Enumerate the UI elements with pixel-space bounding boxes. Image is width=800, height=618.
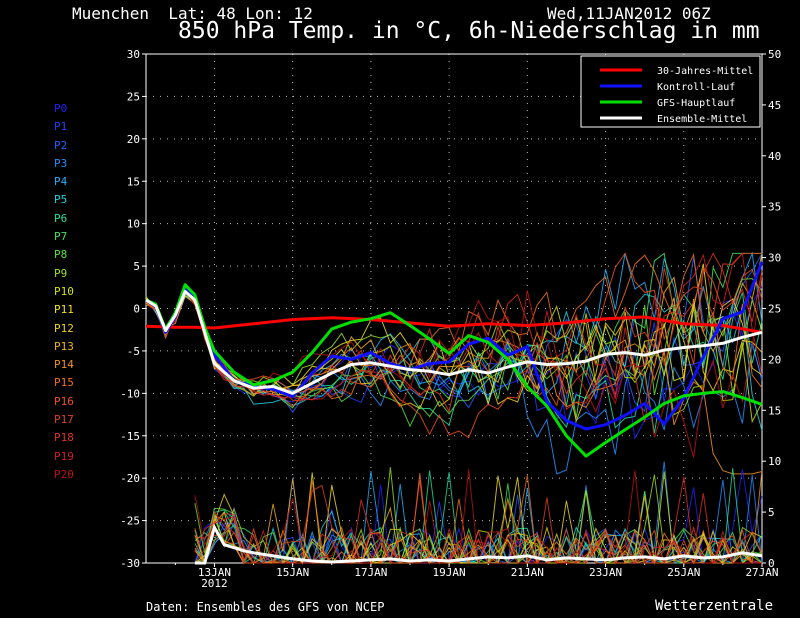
y-tick-label-right: 20 [768,353,781,366]
member-label-p13: P13 [54,339,74,353]
y-tick-label-left: -5 [127,345,140,358]
y-tick-label-right: 40 [768,150,781,163]
legend-label: Kontroll-Lauf [657,82,735,93]
legend-label: 30-Jahres-Mittel [657,66,753,77]
x-tick-label: 23JAN [589,566,622,579]
y-tick-label-left: 30 [127,48,140,61]
member-label-p1: P1 [54,120,68,134]
y-axis-left: 30 25 20 15 10 5 0 -5 -10 -15 -20 -25 -30 [120,48,146,570]
member-label-p10: P10 [54,284,74,298]
member-label-p3: P3 [54,156,68,170]
precip-line-p20 [194,469,762,565]
member-list: P0 P1 P2 P3 P4 P5 P6 P7 P8 P9 P10 P11 P12 P13 P14 P15 P1… [54,100,74,484]
member-label-p4: P4 [54,175,68,189]
member-label-p5: P5 [54,193,68,207]
y-tick-label-right: 10 [768,455,781,468]
legend-label: Ensemble-Mittel [657,114,747,125]
member-label-p12: P12 [54,321,74,335]
precip-line-p14 [194,469,763,565]
precip-line-p19 [194,511,762,565]
member-label-p15: P15 [54,376,74,390]
y-tick-label-right: 15 [768,404,781,417]
x-tick-label: 25JAN [667,566,700,579]
y-tick-label-right: 50 [768,48,781,61]
member-label-p8: P8 [54,248,68,262]
y-tick-label-left: -20 [120,472,140,485]
member-label-p16: P16 [54,394,74,408]
y-tick-label-right: 0 [768,557,775,570]
y-tick-label-right: 45 [768,99,781,112]
precipitation-lines [194,461,763,565]
x-tick-year: 2012 [201,577,228,590]
ensemble-line-p16 [145,252,763,439]
member-label-p11: P11 [54,303,74,317]
ensemble-member-lines [145,251,763,475]
chart-title: 850 hPa Temp. in °C, 6h-Niederschlag in … [178,18,760,44]
y-tick-label-left: 15 [127,175,140,188]
ensemble-line-p14 [145,287,763,475]
highlight-series [145,261,764,458]
y-tick-label-right: 30 [768,252,781,265]
series-ensemble-mittel [145,290,763,395]
member-label-p2: P2 [54,138,68,152]
member-label-p19: P19 [54,449,74,463]
y-tick-label-left: 25 [127,90,140,103]
y-tick-label-left: 5 [133,260,140,273]
y-tick-label-left: -15 [120,430,140,443]
member-label-p9: P9 [54,266,68,280]
member-label-p18: P18 [54,431,74,445]
x-tick-label: 19JAN [433,566,466,579]
y-tick-label-right: 35 [768,201,781,214]
precip-line-p18 [194,476,763,565]
x-tick-label: 17JAN [354,566,387,579]
run-date-label: Wed,11JAN2012 06Z [547,4,711,23]
y-tick-label-left: -10 [120,387,140,400]
data-source-label: Daten: Ensembles des GFS von NCEP [146,600,385,614]
member-label-p17: P17 [54,413,74,427]
x-tick-label: 13JAN [198,566,231,579]
member-label-p0: P0 [54,102,68,115]
member-label-p20: P20 [54,467,74,481]
y-tick-label-right: 5 [768,506,775,519]
y-tick-label-left: -25 [120,515,140,528]
ensemble-line-p8 [145,278,763,428]
y-tick-label-left: 0 [133,303,140,316]
chart-legend: 30-Jahres-Mittel Kontroll-Lauf GFS-Hauptla… [580,55,761,128]
ensemble-line-p5 [145,293,763,431]
legend-label: GFS-Hauptlauf [657,98,735,109]
series-30-jahres-mittel [145,315,763,334]
y-tick-label-left: 10 [127,218,140,231]
legend-box [580,55,761,128]
x-tick-label: 15JAN [276,566,309,579]
precip-mean-line [194,523,763,565]
member-label-p7: P7 [54,230,68,244]
y-tick-label-left: -30 [120,557,140,570]
member-label-p6: P6 [54,211,68,225]
y-tick-label-right: 25 [768,303,781,316]
x-tick-label: 27JAN [745,566,778,579]
location-label: Muenchen Lat: 48 Lon: 12 [72,4,313,23]
y-tick-label-left: 20 [127,133,140,146]
x-tick-label: 21JAN [511,566,544,579]
brand-label: Wetterzentrale [655,598,774,614]
member-label-p14: P14 [54,358,74,372]
